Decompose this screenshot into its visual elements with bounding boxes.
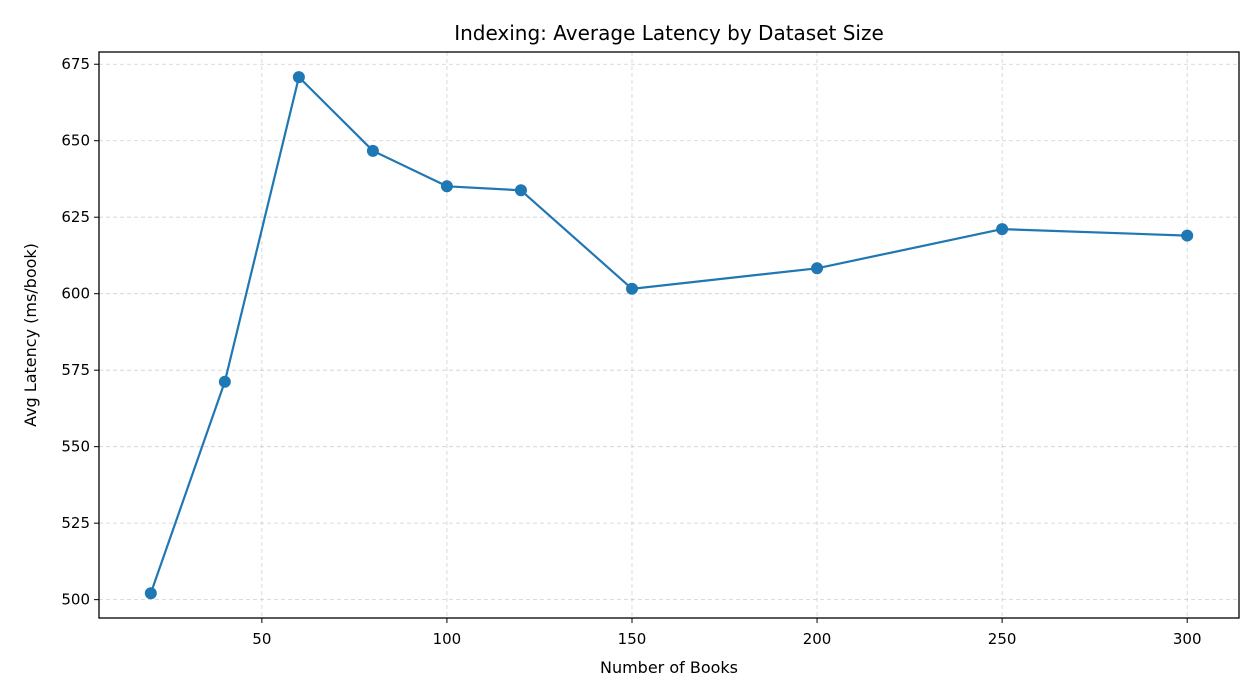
y-tick-label: 600 xyxy=(61,285,90,303)
x-tick-label: 250 xyxy=(988,630,1017,648)
y-tick-label: 575 xyxy=(61,361,90,379)
x-tick-label: 50 xyxy=(252,630,271,648)
x-tick-label: 200 xyxy=(803,630,832,648)
y-tick-label: 500 xyxy=(61,591,90,609)
data-point xyxy=(1181,229,1194,242)
y-tick-label: 525 xyxy=(61,514,90,532)
data-point xyxy=(811,262,824,275)
series-line xyxy=(149,75,1188,594)
data-point xyxy=(218,375,231,388)
y-tick-label: 625 xyxy=(61,208,90,226)
data-point xyxy=(366,144,379,157)
chart-title: Indexing: Average Latency by Dataset Siz… xyxy=(454,21,884,45)
y-tick-label: 675 xyxy=(61,55,90,73)
grid-lines xyxy=(99,52,1239,618)
data-point xyxy=(625,282,638,295)
data-point xyxy=(292,71,305,84)
y-tick-label: 650 xyxy=(61,132,90,150)
data-point xyxy=(440,180,453,193)
x-tick-label: 300 xyxy=(1173,630,1202,648)
x-tick-label: 100 xyxy=(433,630,462,648)
data-point xyxy=(996,223,1009,236)
axis-ticks: 50 100 150 200 250 300 500 525 550 575 600 625 650 67… xyxy=(61,55,1201,648)
plot-frame xyxy=(98,51,1240,619)
data-point xyxy=(144,587,157,600)
x-axis-label: Number of Books xyxy=(600,658,738,677)
y-axis-label: Avg Latency (ms/book) xyxy=(21,243,40,427)
y-tick-label: 550 xyxy=(61,438,90,456)
x-tick-label: 150 xyxy=(618,630,647,648)
data-point xyxy=(514,184,527,197)
series-layer xyxy=(144,71,1194,600)
